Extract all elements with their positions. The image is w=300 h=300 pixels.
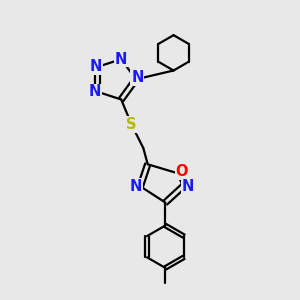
Text: S: S	[126, 117, 137, 132]
Text: N: N	[115, 52, 128, 67]
Text: O: O	[175, 164, 188, 179]
Text: N: N	[90, 59, 102, 74]
Text: N: N	[89, 84, 101, 99]
Text: N: N	[181, 179, 194, 194]
Text: N: N	[131, 70, 143, 86]
Text: N: N	[130, 179, 142, 194]
